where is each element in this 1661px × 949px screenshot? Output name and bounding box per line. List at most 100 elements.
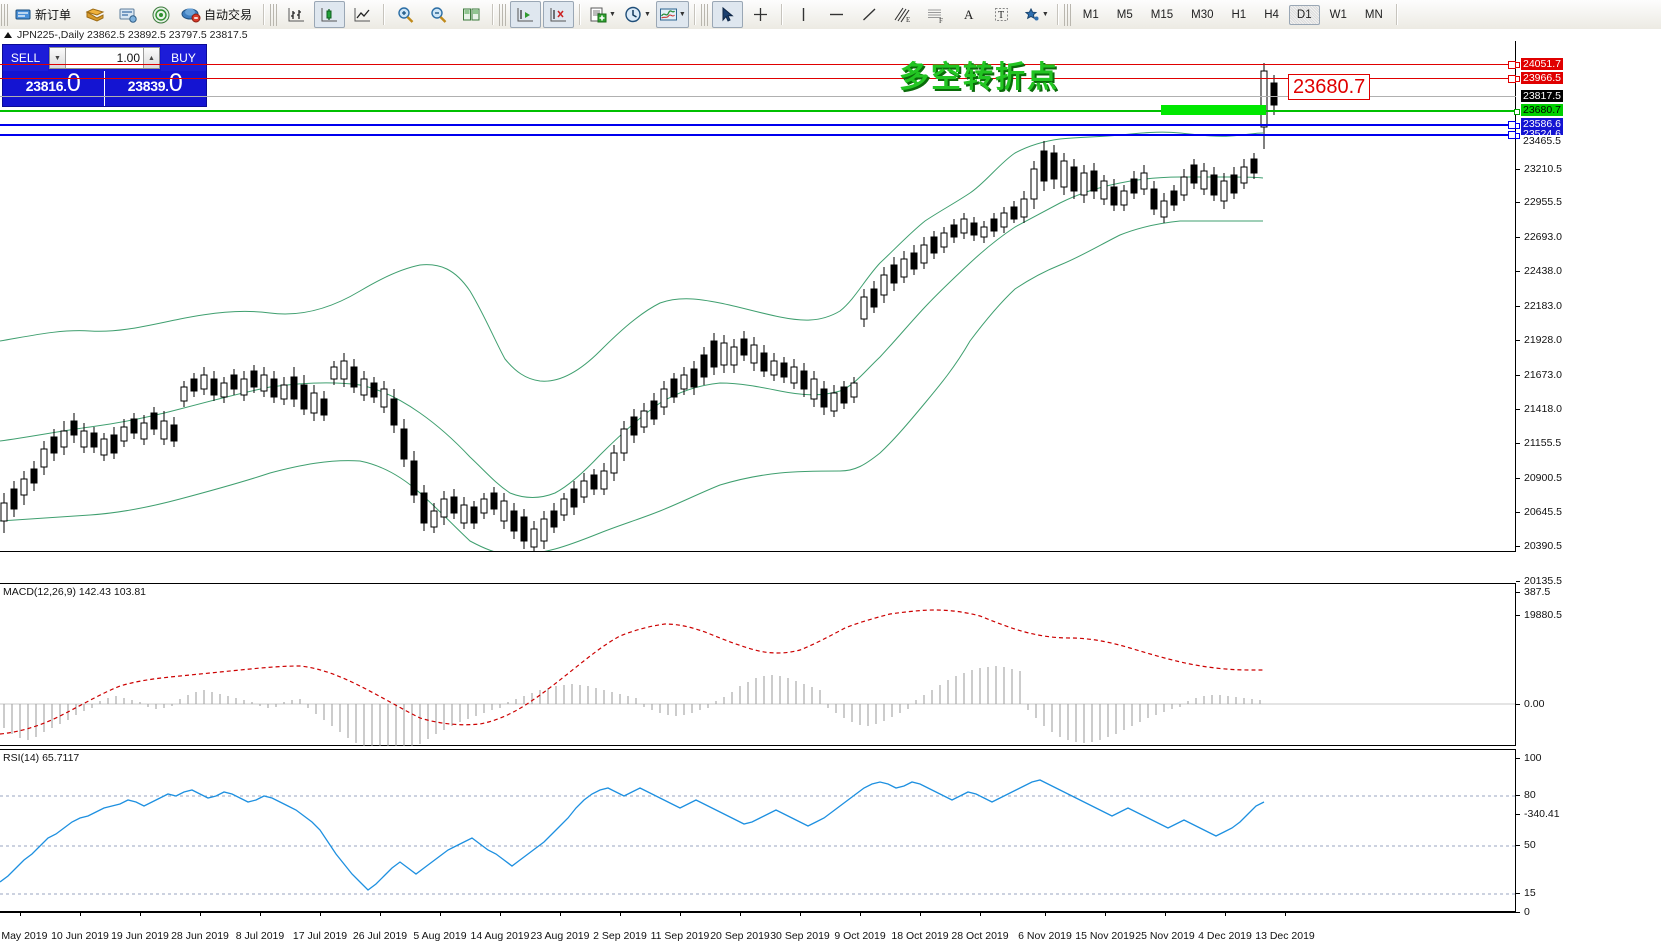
chart-autoscroll-icon[interactable] — [543, 1, 575, 28]
rsi-panel[interactable] — [0, 749, 1516, 912]
svg-text:E: E — [906, 16, 910, 24]
resistance-line-1[interactable] — [0, 62, 1520, 68]
date-axis-label: 6 Nov 2019 — [1018, 930, 1072, 942]
period-icon[interactable]: ▼ — [621, 1, 654, 28]
toolbar-grip-2[interactable] — [270, 3, 278, 26]
candlestick-chart-icon[interactable] — [314, 1, 346, 28]
date-axis-label: 14 Aug 2019 — [470, 930, 530, 942]
toolbar-separator-3 — [492, 4, 495, 25]
scale-handle-blue-2[interactable] — [1508, 131, 1516, 139]
buy-button[interactable]: BUY — [161, 45, 206, 71]
price-axis-label: 20135.5 — [1524, 575, 1562, 587]
fibonacci-icon[interactable]: F — [920, 1, 951, 28]
date-axis-label: 11 Sep 2019 — [650, 930, 710, 942]
scale-handle-red-1[interactable] — [1508, 61, 1516, 69]
toolbar-separator-6 — [780, 4, 783, 25]
price-axis-tick — [1516, 409, 1520, 410]
vertical-line-icon[interactable] — [788, 1, 819, 28]
indicators-icon[interactable]: ▼ — [655, 1, 689, 28]
main-chart-panel[interactable] — [0, 41, 1516, 552]
line-handle[interactable] — [1514, 109, 1520, 115]
new-order-button[interactable]: 新订单 — [12, 1, 77, 28]
cursor-icon[interactable] — [711, 1, 743, 28]
toolbar-grip-1[interactable] — [1, 3, 8, 26]
toolbar-grip-3[interactable] — [499, 3, 507, 26]
buy-price-fraction: 0 — [168, 69, 183, 97]
period-caret-icon[interactable]: ▼ — [643, 11, 651, 18]
date-axis-tick — [440, 912, 441, 916]
bar-chart-icon[interactable] — [281, 1, 312, 28]
timeframe-d1[interactable]: D1 — [1288, 4, 1320, 25]
date-axis-label: 30 Sep 2019 — [770, 930, 830, 942]
price-axis-label: 20645.5 — [1524, 506, 1562, 518]
date-axis-label: 19 Jun 2019 — [111, 930, 169, 942]
buy-price[interactable]: 23839 . 0 — [105, 71, 207, 106]
support-line-2[interactable] — [0, 133, 1520, 139]
terminal-icon[interactable] — [112, 1, 143, 28]
toolbar-separator-7 — [1056, 4, 1059, 25]
toolbar-grip-4[interactable] — [700, 3, 708, 26]
price-axis-tick — [1516, 375, 1520, 376]
main-chart-canvas — [0, 63, 1278, 551]
timeframe-mn[interactable]: MN — [1364, 8, 1383, 21]
timeframe-h1[interactable]: H1 — [1231, 8, 1247, 21]
rsi-axis-label: 100 — [1524, 752, 1542, 764]
sell-button[interactable]: SELL — [3, 45, 48, 71]
pivot-price-callout[interactable]: 23680.7 — [1288, 74, 1371, 100]
timeframe-m30[interactable]: M30 — [1191, 8, 1214, 21]
macd-panel[interactable] — [0, 583, 1516, 746]
horizontal-line-icon[interactable] — [821, 1, 852, 28]
volume-stepper[interactable]: ▼ 1.00 ▲ — [49, 47, 160, 69]
highlight-rectangle[interactable] — [1161, 105, 1266, 115]
briefcase-icon[interactable] — [79, 1, 110, 28]
timeframe-m5[interactable]: M5 — [1116, 8, 1133, 21]
scale-handle-red-2[interactable] — [1508, 75, 1516, 83]
signals-icon[interactable] — [145, 1, 176, 28]
trendline-icon[interactable] — [854, 1, 885, 28]
macd-axis-tick — [1516, 814, 1520, 815]
scale-handle-blue-1[interactable] — [1508, 121, 1516, 129]
templates-caret-icon[interactable]: ▼ — [609, 11, 616, 18]
sell-price-fraction: 0 — [66, 69, 81, 97]
pivot-line-green[interactable] — [0, 109, 1520, 115]
rsi-axis-label: 15 — [1524, 887, 1536, 899]
price-axis-tick — [1516, 237, 1520, 238]
support-line-1[interactable] — [0, 123, 1520, 129]
turning-point-annotation[interactable]: 多空转折点 — [899, 61, 1059, 94]
trade-panel-prices-row: 23816 . 0 23839 . 0 — [3, 71, 206, 106]
price-axis-tick — [1516, 512, 1520, 513]
text-label-icon[interactable]: A — [953, 1, 984, 28]
last-price-line — [0, 96, 1516, 97]
price-tag-23465: 23465.5 — [1521, 135, 1563, 147]
text-icon[interactable]: T — [986, 1, 1017, 28]
one-click-trading-panel[interactable]: SELL ▼ 1.00 ▲ BUY 23816 . 0 23839 . 0 — [2, 44, 207, 107]
templates-icon[interactable]: ▼ — [586, 1, 619, 28]
zoom-in-icon[interactable] — [390, 1, 421, 28]
autotrading-icon[interactable]: 自动交易 — [178, 1, 258, 28]
timeframe-m1[interactable]: M1 — [1082, 8, 1099, 21]
indicators-caret-icon[interactable]: ▼ — [678, 11, 686, 18]
main-toolbar: 新订单 自动交易 — [0, 0, 1661, 30]
trade-panel-top-row: SELL ▼ 1.00 ▲ BUY — [3, 45, 206, 71]
chart-shift-icon[interactable] — [510, 1, 542, 28]
macd-signal-line — [0, 609, 1265, 735]
toolbar-grip-5[interactable] — [1063, 3, 1071, 26]
volume-input[interactable]: 1.00 — [66, 48, 143, 68]
shapes-caret-icon[interactable]: ▼ — [1041, 11, 1049, 18]
volume-increase-icon[interactable]: ▲ — [143, 48, 159, 68]
crosshair-icon[interactable] — [745, 1, 776, 28]
timeframe-h4[interactable]: H4 — [1264, 8, 1279, 21]
date-axis-label: 28 Oct 2019 — [951, 930, 1009, 942]
zoom-out-icon[interactable] — [423, 1, 454, 28]
timeframe-m15[interactable]: M15 — [1150, 8, 1174, 21]
equidistant-channel-icon[interactable]: E — [887, 1, 918, 28]
date-axis-tick — [800, 912, 801, 916]
shapes-icon[interactable]: ▼ — [1019, 1, 1052, 28]
sell-price[interactable]: 23816 . 0 — [3, 71, 105, 106]
volume-decrease-icon[interactable]: ▼ — [50, 48, 66, 68]
timeframe-w1[interactable]: W1 — [1329, 8, 1347, 21]
tile-windows-icon[interactable] — [456, 1, 487, 28]
price-axis-label: 21673.0 — [1524, 369, 1562, 381]
line-chart-icon[interactable] — [347, 1, 378, 28]
